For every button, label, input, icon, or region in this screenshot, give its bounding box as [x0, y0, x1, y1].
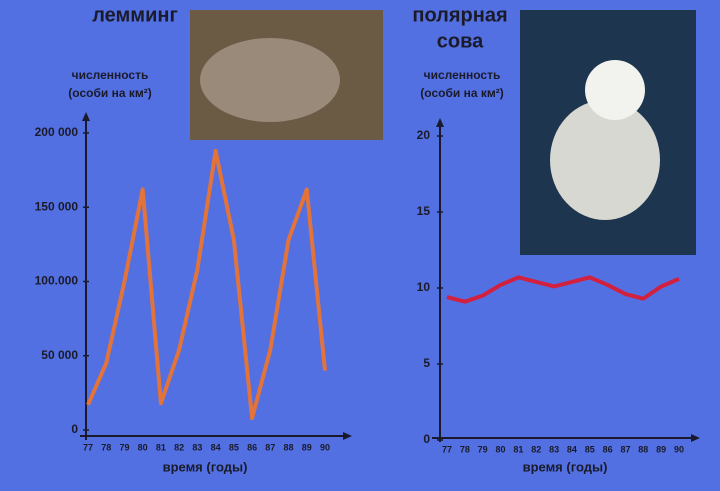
x-tick-label: 84: [211, 442, 221, 452]
x-tick-label: 79: [478, 444, 488, 454]
y-tick-label: 5: [423, 356, 430, 370]
y-tick-label: 0: [423, 432, 430, 446]
x-tick-label: 89: [656, 444, 666, 454]
x-axis-label: время (годы): [523, 459, 608, 474]
x-tick-label: 83: [192, 442, 202, 452]
x-tick-label: 81: [156, 442, 166, 452]
x-tick-label: 85: [229, 442, 239, 452]
owl-head: [585, 60, 645, 120]
y-tick-label: 15: [417, 204, 431, 218]
y-tick-label: 150 000: [35, 199, 79, 213]
y-tick-label: 10: [417, 280, 431, 294]
x-tick-label: 87: [620, 444, 630, 454]
y-axis-label: (особи на км²): [420, 86, 503, 100]
lemming-body: [200, 38, 340, 122]
x-tick-label: 78: [460, 444, 470, 454]
y-tick-label: 0: [71, 422, 78, 436]
x-tick-label: 80: [496, 444, 506, 454]
x-tick-label: 90: [320, 442, 330, 452]
x-tick-label: 86: [603, 444, 613, 454]
y-tick-label: 200 000: [35, 125, 79, 139]
data-line: [86, 148, 327, 421]
axis-arrow: [436, 118, 444, 127]
x-tick-label: 82: [174, 442, 184, 452]
axis-arrow: [343, 432, 352, 440]
x-tick-label: 81: [513, 444, 523, 454]
data-line: [446, 275, 680, 304]
y-tick-label: 50 000: [41, 348, 78, 362]
x-tick-label: 89: [302, 442, 312, 452]
x-tick-label: 77: [442, 444, 452, 454]
x-tick-label: 77: [83, 442, 93, 452]
x-tick-label: 79: [119, 442, 129, 452]
x-tick-label: 86: [247, 442, 257, 452]
y-tick-label: 20: [417, 128, 431, 142]
chart-title: сова: [437, 30, 484, 52]
x-tick-label: 88: [284, 442, 294, 452]
owl-body: [550, 100, 660, 220]
y-axis-label: численность: [72, 68, 149, 82]
x-axis-label: время (годы): [163, 459, 248, 474]
chart-title: полярная: [412, 4, 507, 26]
x-tick-label: 83: [549, 444, 559, 454]
x-tick-label: 84: [567, 444, 577, 454]
x-tick-label: 88: [638, 444, 648, 454]
chart-title: лемминг: [92, 4, 178, 26]
x-tick-label: 78: [101, 442, 111, 452]
x-tick-label: 85: [585, 444, 595, 454]
x-tick-label: 80: [138, 442, 148, 452]
y-tick-label: 100.000: [35, 274, 79, 288]
y-axis-label: численность: [424, 68, 501, 82]
axis-arrow: [691, 434, 700, 442]
axis-arrow: [82, 112, 90, 121]
x-tick-label: 82: [531, 444, 541, 454]
x-tick-label: 87: [265, 442, 275, 452]
x-tick-label: 90: [674, 444, 684, 454]
y-axis-label: (особи на км²): [68, 86, 151, 100]
